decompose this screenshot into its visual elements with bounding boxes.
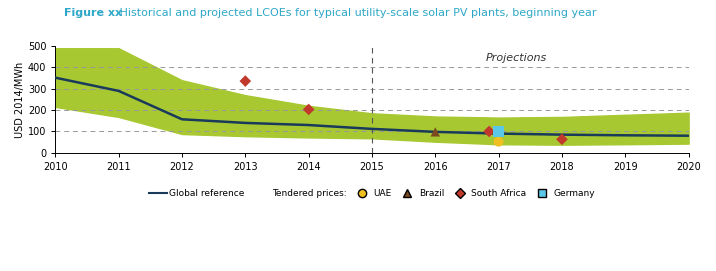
Point	[493, 129, 504, 134]
Point	[303, 107, 314, 112]
Point	[483, 129, 495, 134]
Point	[493, 140, 504, 144]
Legend: Global reference, Tendered prices:, UAE, Brazil, South Africa, Germany: Global reference, Tendered prices:, UAE,…	[149, 189, 595, 198]
Y-axis label: USD 2014/MWh: USD 2014/MWh	[15, 61, 25, 138]
Text: Projections: Projections	[486, 53, 547, 63]
Text: Figure xx: Figure xx	[64, 8, 122, 18]
Text: Historical and projected LCOEs for typical utility-scale solar PV plants, beginn: Historical and projected LCOEs for typic…	[116, 8, 596, 18]
Point	[430, 130, 441, 134]
Point	[556, 137, 568, 141]
Point	[240, 79, 251, 83]
